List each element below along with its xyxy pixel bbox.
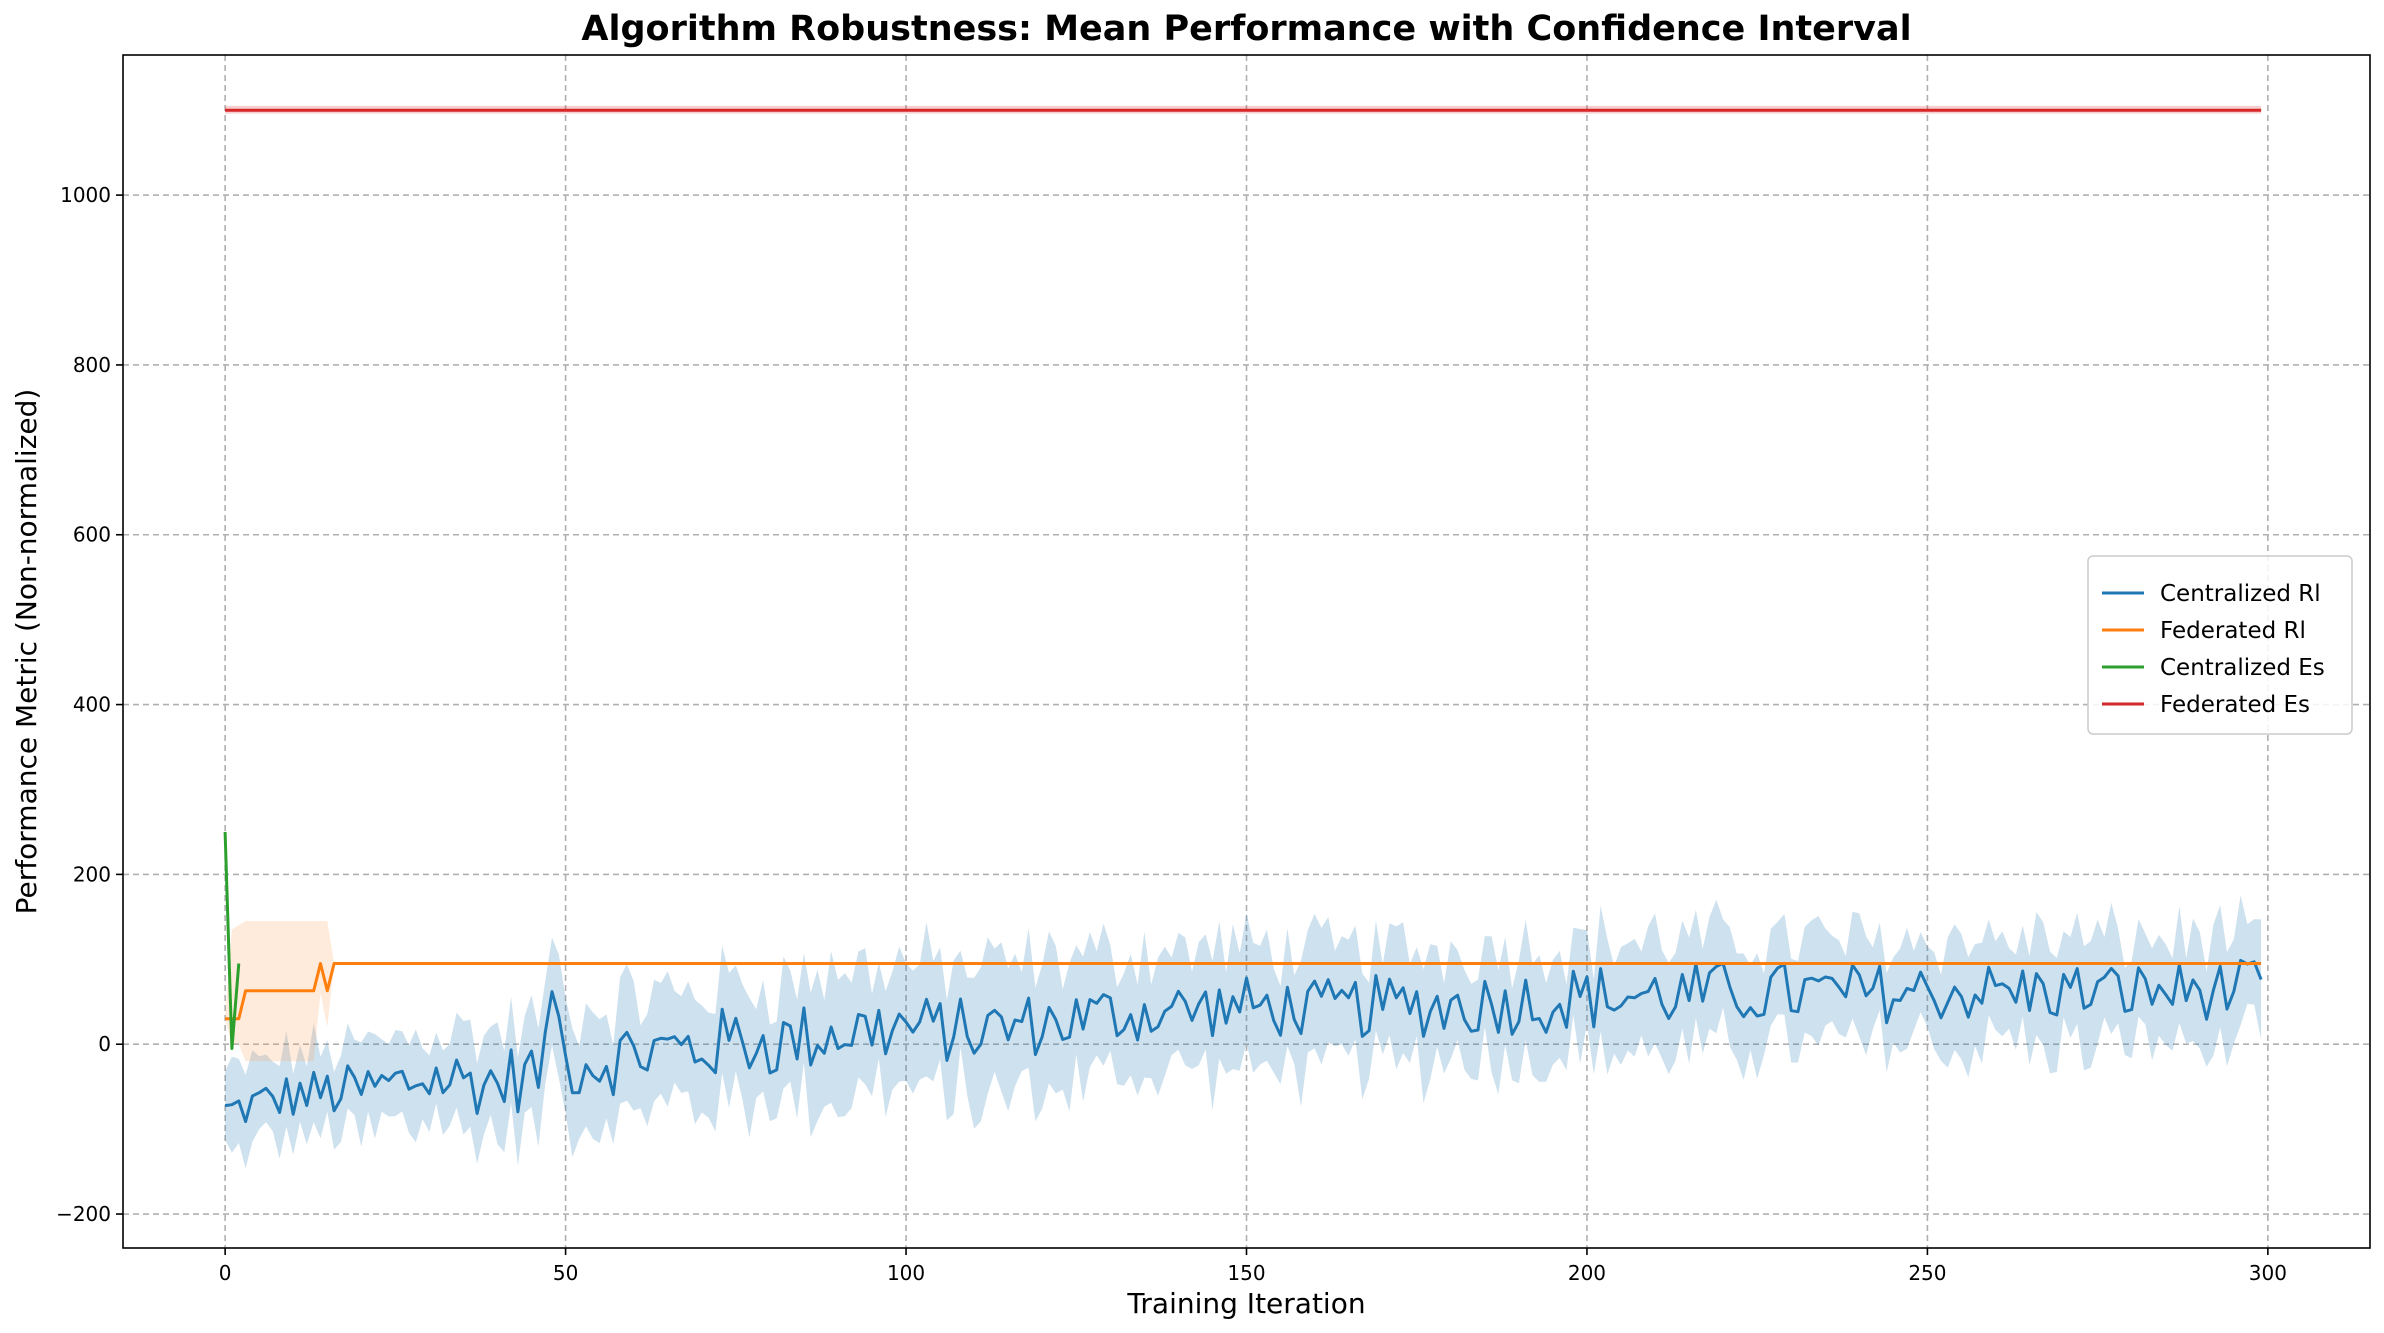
y-tick-label: 200 [73,862,111,886]
y-tick-label: 1000 [60,183,111,207]
legend-label: Centralized Es [2160,655,2325,681]
legend-label: Federated Rl [2160,618,2306,644]
x-tick-label: 100 [887,1261,925,1285]
x-axis-label: Training Iteration [1126,1287,1365,1320]
legend-label: Federated Es [2160,692,2310,718]
x-tick-label: 150 [1227,1261,1265,1285]
x-tick-label: 0 [219,1261,232,1285]
y-axis-label: Performance Metric (Non-normalized) [10,389,43,915]
x-tick-label: 300 [2249,1261,2287,1285]
y-tick-label: 0 [98,1032,111,1056]
legend-label: Centralized Rl [2160,581,2321,607]
series-line-centralized-es [223,831,241,1050]
y-tick-label: 600 [73,523,111,547]
x-tick-label: 250 [1908,1261,1946,1285]
y-tick-label: 400 [73,693,111,717]
x-tick-label: 50 [553,1261,578,1285]
legend-box [2087,555,2353,735]
series-lines [223,108,2263,1124]
axis-ticks: 0 50 100 150 200 250 300 −200 0 200 400 600 800 1000 [56,183,2287,1285]
legend: Centralized Rl Federated Rl Centralized Es… [2087,555,2353,735]
x-tick-label: 200 [1568,1261,1606,1285]
grid [123,55,2370,1248]
series-line-centralized-rl [224,958,2263,1124]
y-tick-label: −200 [56,1202,111,1226]
chart-title: Algorithm Robustness: Mean Performance w… [581,9,1911,49]
y-tick-label: 800 [73,353,111,377]
